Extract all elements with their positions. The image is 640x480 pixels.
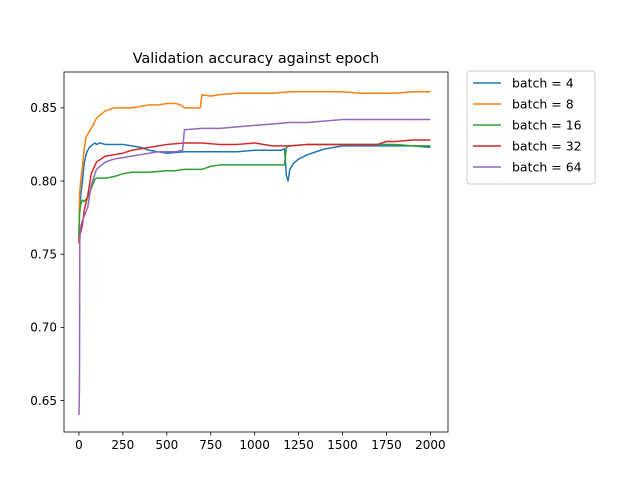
plot-area	[78, 91, 431, 416]
x-tick-label: 1250	[283, 438, 314, 452]
legend-label: batch = 4	[512, 76, 574, 91]
x-tick-label: 750	[199, 438, 222, 452]
x-tick-label: 1000	[239, 438, 270, 452]
x-tick-label: 250	[111, 438, 134, 452]
x-tick-label: 500	[155, 438, 178, 452]
y-tick-label: 0.75	[30, 247, 57, 261]
plot-frame	[63, 71, 449, 433]
legend-label: batch = 8	[512, 97, 574, 112]
y-axis: 0.65 0.70 0.75 0.80 0.85	[30, 101, 64, 408]
x-tick-label: 0	[75, 438, 83, 452]
y-tick-label: 0.70	[30, 321, 57, 335]
legend-label: batch = 64	[512, 160, 582, 175]
series-line-3	[78, 139, 431, 243]
y-tick-label: 0.85	[30, 101, 57, 115]
series-line-0	[78, 142, 431, 237]
legend-label: batch = 16	[512, 118, 582, 133]
x-tick-label: 2000	[415, 438, 446, 452]
x-axis: 0 250 500 750 1000 1250 1500 1750 2000	[75, 432, 446, 452]
x-tick-label: 1500	[327, 438, 358, 452]
series-line-2	[78, 143, 431, 237]
legend-box	[466, 70, 596, 185]
y-tick-label: 0.65	[30, 394, 57, 408]
series-line-1	[78, 91, 431, 244]
legend: batch = 4 batch = 8 batch = 16 batch = 32 ba…	[466, 70, 596, 185]
x-tick-label: 1750	[371, 438, 402, 452]
legend-label: batch = 32	[512, 139, 582, 154]
series-line-4	[78, 118, 431, 416]
y-tick-label: 0.80	[30, 174, 57, 188]
chart-title: Validation accuracy against epoch	[133, 51, 380, 67]
